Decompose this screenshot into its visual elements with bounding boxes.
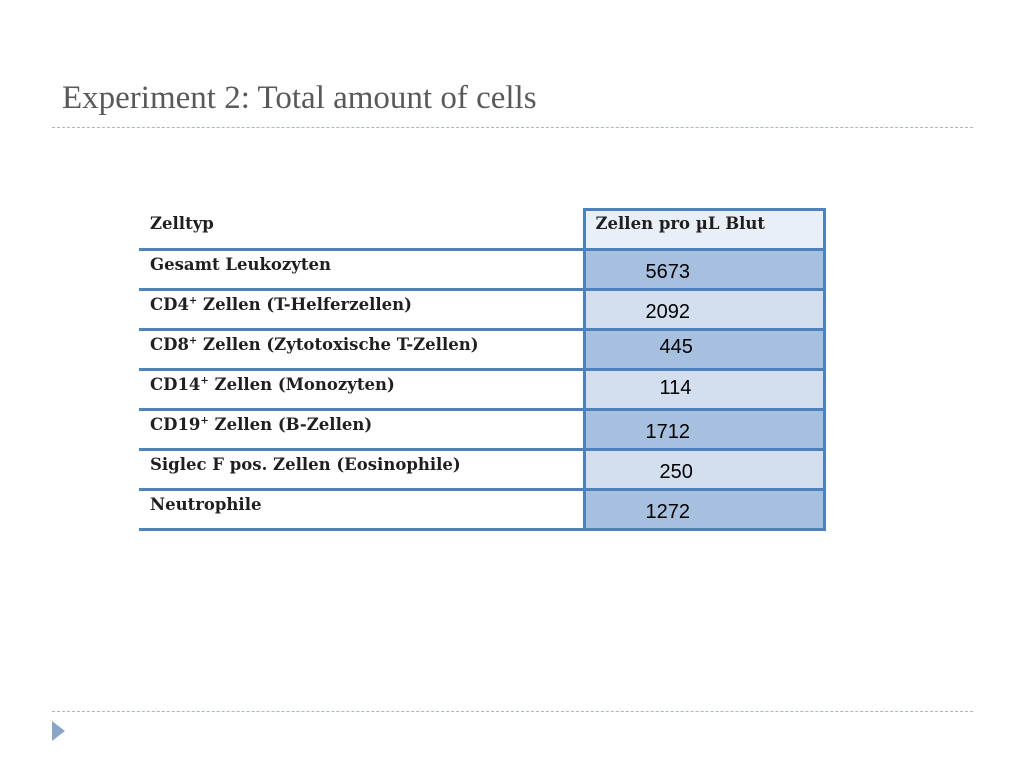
table-row: Neutrophile 1272	[139, 489, 826, 531]
cell-count-value: 114	[582, 369, 826, 411]
slide-title: Experiment 2: Total amount of cells	[62, 80, 537, 116]
cell-count-table: Zelltyp Zellen pro µL Blut Gesamt Leukoz…	[139, 208, 826, 531]
cell-count-value: 2092	[582, 289, 826, 331]
cell-type-label: Neutrophile	[139, 489, 584, 531]
cell-type-label: CD14+ Zellen (Monozyten)	[139, 369, 584, 411]
cell-type-label: CD4+ Zellen (T-Helferzellen)	[139, 289, 584, 331]
cell-count-value: 445	[582, 329, 826, 371]
table-row: Siglec F pos. Zellen (Eosinophile) 250	[139, 449, 826, 491]
column-header-cells-per-ul: Zellen pro µL Blut	[582, 208, 826, 251]
cell-count-value: 250	[582, 449, 826, 491]
cell-type-label: Gesamt Leukozyten	[139, 249, 584, 291]
table-row: CD14+ Zellen (Monozyten) 114	[139, 369, 826, 411]
footer-divider	[52, 711, 973, 712]
cell-count-value: 5673	[582, 249, 826, 291]
table-row: Gesamt Leukozyten 5673	[139, 249, 826, 291]
title-divider	[52, 127, 973, 128]
triangle-right-icon	[52, 721, 65, 741]
table-row: CD19+ Zellen (B-Zellen) 1712	[139, 409, 826, 451]
column-header-cell-type: Zelltyp	[139, 209, 584, 251]
table-header-row: Zelltyp Zellen pro µL Blut	[139, 208, 826, 251]
cell-count-value: 1712	[582, 409, 826, 451]
cell-type-label: Siglec F pos. Zellen (Eosinophile)	[139, 449, 584, 491]
cell-type-label: CD8+ Zellen (Zytotoxische T-Zellen)	[139, 329, 584, 371]
cell-type-label: CD19+ Zellen (B-Zellen)	[139, 409, 584, 451]
table-row: CD8+ Zellen (Zytotoxische T-Zellen) 445	[139, 329, 826, 371]
cell-count-table-container: Zelltyp Zellen pro µL Blut Gesamt Leukoz…	[139, 208, 826, 531]
cell-count-value: 1272	[582, 489, 826, 531]
table-row: CD4+ Zellen (T-Helferzellen) 2092	[139, 289, 826, 331]
